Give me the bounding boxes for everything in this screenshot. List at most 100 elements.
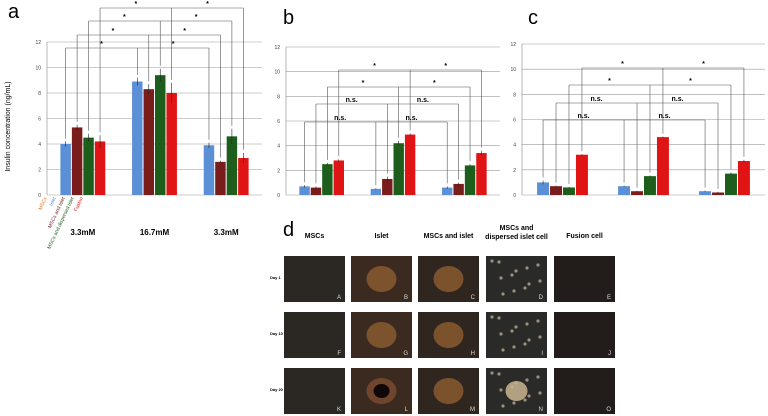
cell: [512, 401, 516, 405]
bar: [132, 81, 143, 195]
bar: [60, 144, 71, 195]
column-header: Fusion cell: [566, 233, 603, 240]
cell: [523, 398, 527, 402]
bar: [83, 137, 94, 195]
micrograph: [486, 312, 547, 358]
y-tick-label: 0: [513, 193, 516, 199]
y-tick-label: 12: [510, 42, 516, 48]
cell: [499, 388, 503, 392]
cell: [490, 315, 494, 319]
annotation: *: [702, 61, 705, 68]
panel-label: d: [283, 219, 294, 241]
bar: [226, 136, 238, 195]
bar: [563, 187, 575, 195]
y-tick-label: 0: [38, 193, 41, 199]
annotation: n.s.: [346, 97, 358, 104]
y-tick-label: 12: [35, 40, 41, 46]
bar: [631, 191, 643, 195]
bar: [476, 153, 487, 195]
cell: [527, 394, 531, 398]
cell: [527, 282, 531, 286]
annotation: *: [112, 28, 115, 35]
image-label: F: [337, 351, 341, 357]
x-tick-label: 3.3mM: [214, 228, 239, 237]
column-header: Islet: [374, 233, 389, 240]
micrograph: [554, 256, 615, 302]
micrograph: [284, 256, 345, 302]
image-label: M: [470, 407, 475, 413]
y-tick-label: 4: [38, 142, 41, 148]
annotation: *: [433, 80, 436, 87]
y-tick-label: 6: [38, 117, 41, 123]
islet: [433, 322, 464, 348]
bar: [322, 164, 333, 195]
cell: [510, 329, 514, 333]
legend-label: Islet: [48, 196, 58, 207]
annotation: n.s.: [417, 97, 429, 104]
image-label: B: [404, 295, 408, 301]
cell: [514, 325, 518, 329]
y-tick-label: 8: [513, 92, 516, 98]
cell: [525, 378, 529, 382]
image-label: N: [539, 407, 543, 413]
bar: [442, 187, 453, 195]
image-label: G: [403, 351, 408, 357]
micrograph: [554, 312, 615, 358]
annotation: n.s.: [590, 96, 602, 103]
cell: [523, 286, 527, 290]
bar: [656, 137, 669, 195]
image-label: L: [405, 407, 409, 413]
row-label: Day 20: [270, 387, 284, 392]
column-header: MSCs: [304, 233, 325, 240]
cell: [523, 342, 527, 346]
image-label: I: [541, 351, 543, 357]
islet: [433, 266, 464, 292]
cluster: [505, 381, 528, 401]
y-tick-label: 8: [38, 91, 41, 97]
y-tick-label: 6: [277, 119, 280, 125]
bar: [393, 143, 404, 195]
annotation: n.s.: [578, 113, 590, 120]
y-tick-label: 10: [510, 67, 516, 73]
annotation: n.s.: [671, 96, 683, 103]
bar: [203, 145, 215, 195]
panel-label: a: [8, 1, 20, 23]
micrograph: [284, 368, 345, 414]
bar: [94, 141, 106, 195]
cell: [536, 319, 540, 323]
annotation: n.s.: [659, 113, 671, 120]
cell: [525, 322, 529, 326]
bar: [453, 183, 464, 195]
y-axis-label: Insulin concentration (ng/mL): [5, 81, 12, 171]
annotation: *: [621, 61, 624, 68]
micrograph: [486, 256, 547, 302]
row-label: Day 1: [270, 275, 281, 280]
column-header: MSCs and dispersed islet cell: [485, 225, 548, 241]
image-label: H: [471, 351, 475, 357]
cell: [497, 260, 501, 264]
annotation: *: [689, 78, 692, 85]
bar: [737, 161, 750, 195]
bar: [404, 134, 416, 195]
legend-label: MSCs: [38, 196, 49, 211]
bar: [333, 160, 344, 195]
annotation: n.s.: [406, 115, 418, 122]
y-tick-label: 2: [38, 168, 41, 174]
annotation: *: [608, 78, 611, 85]
y-tick-label: 2: [513, 168, 516, 174]
image-label: O: [606, 407, 611, 413]
panel-label: c: [528, 7, 538, 29]
cell: [512, 289, 516, 293]
cell: [538, 279, 542, 283]
image-label: D: [539, 295, 544, 301]
y-tick-label: 4: [277, 144, 280, 150]
bar: [370, 188, 382, 195]
cell: [501, 404, 505, 408]
annotation: *: [172, 41, 175, 48]
bar: [550, 186, 562, 195]
cell: [499, 332, 503, 336]
bar: [618, 186, 631, 195]
cell: [536, 375, 540, 379]
